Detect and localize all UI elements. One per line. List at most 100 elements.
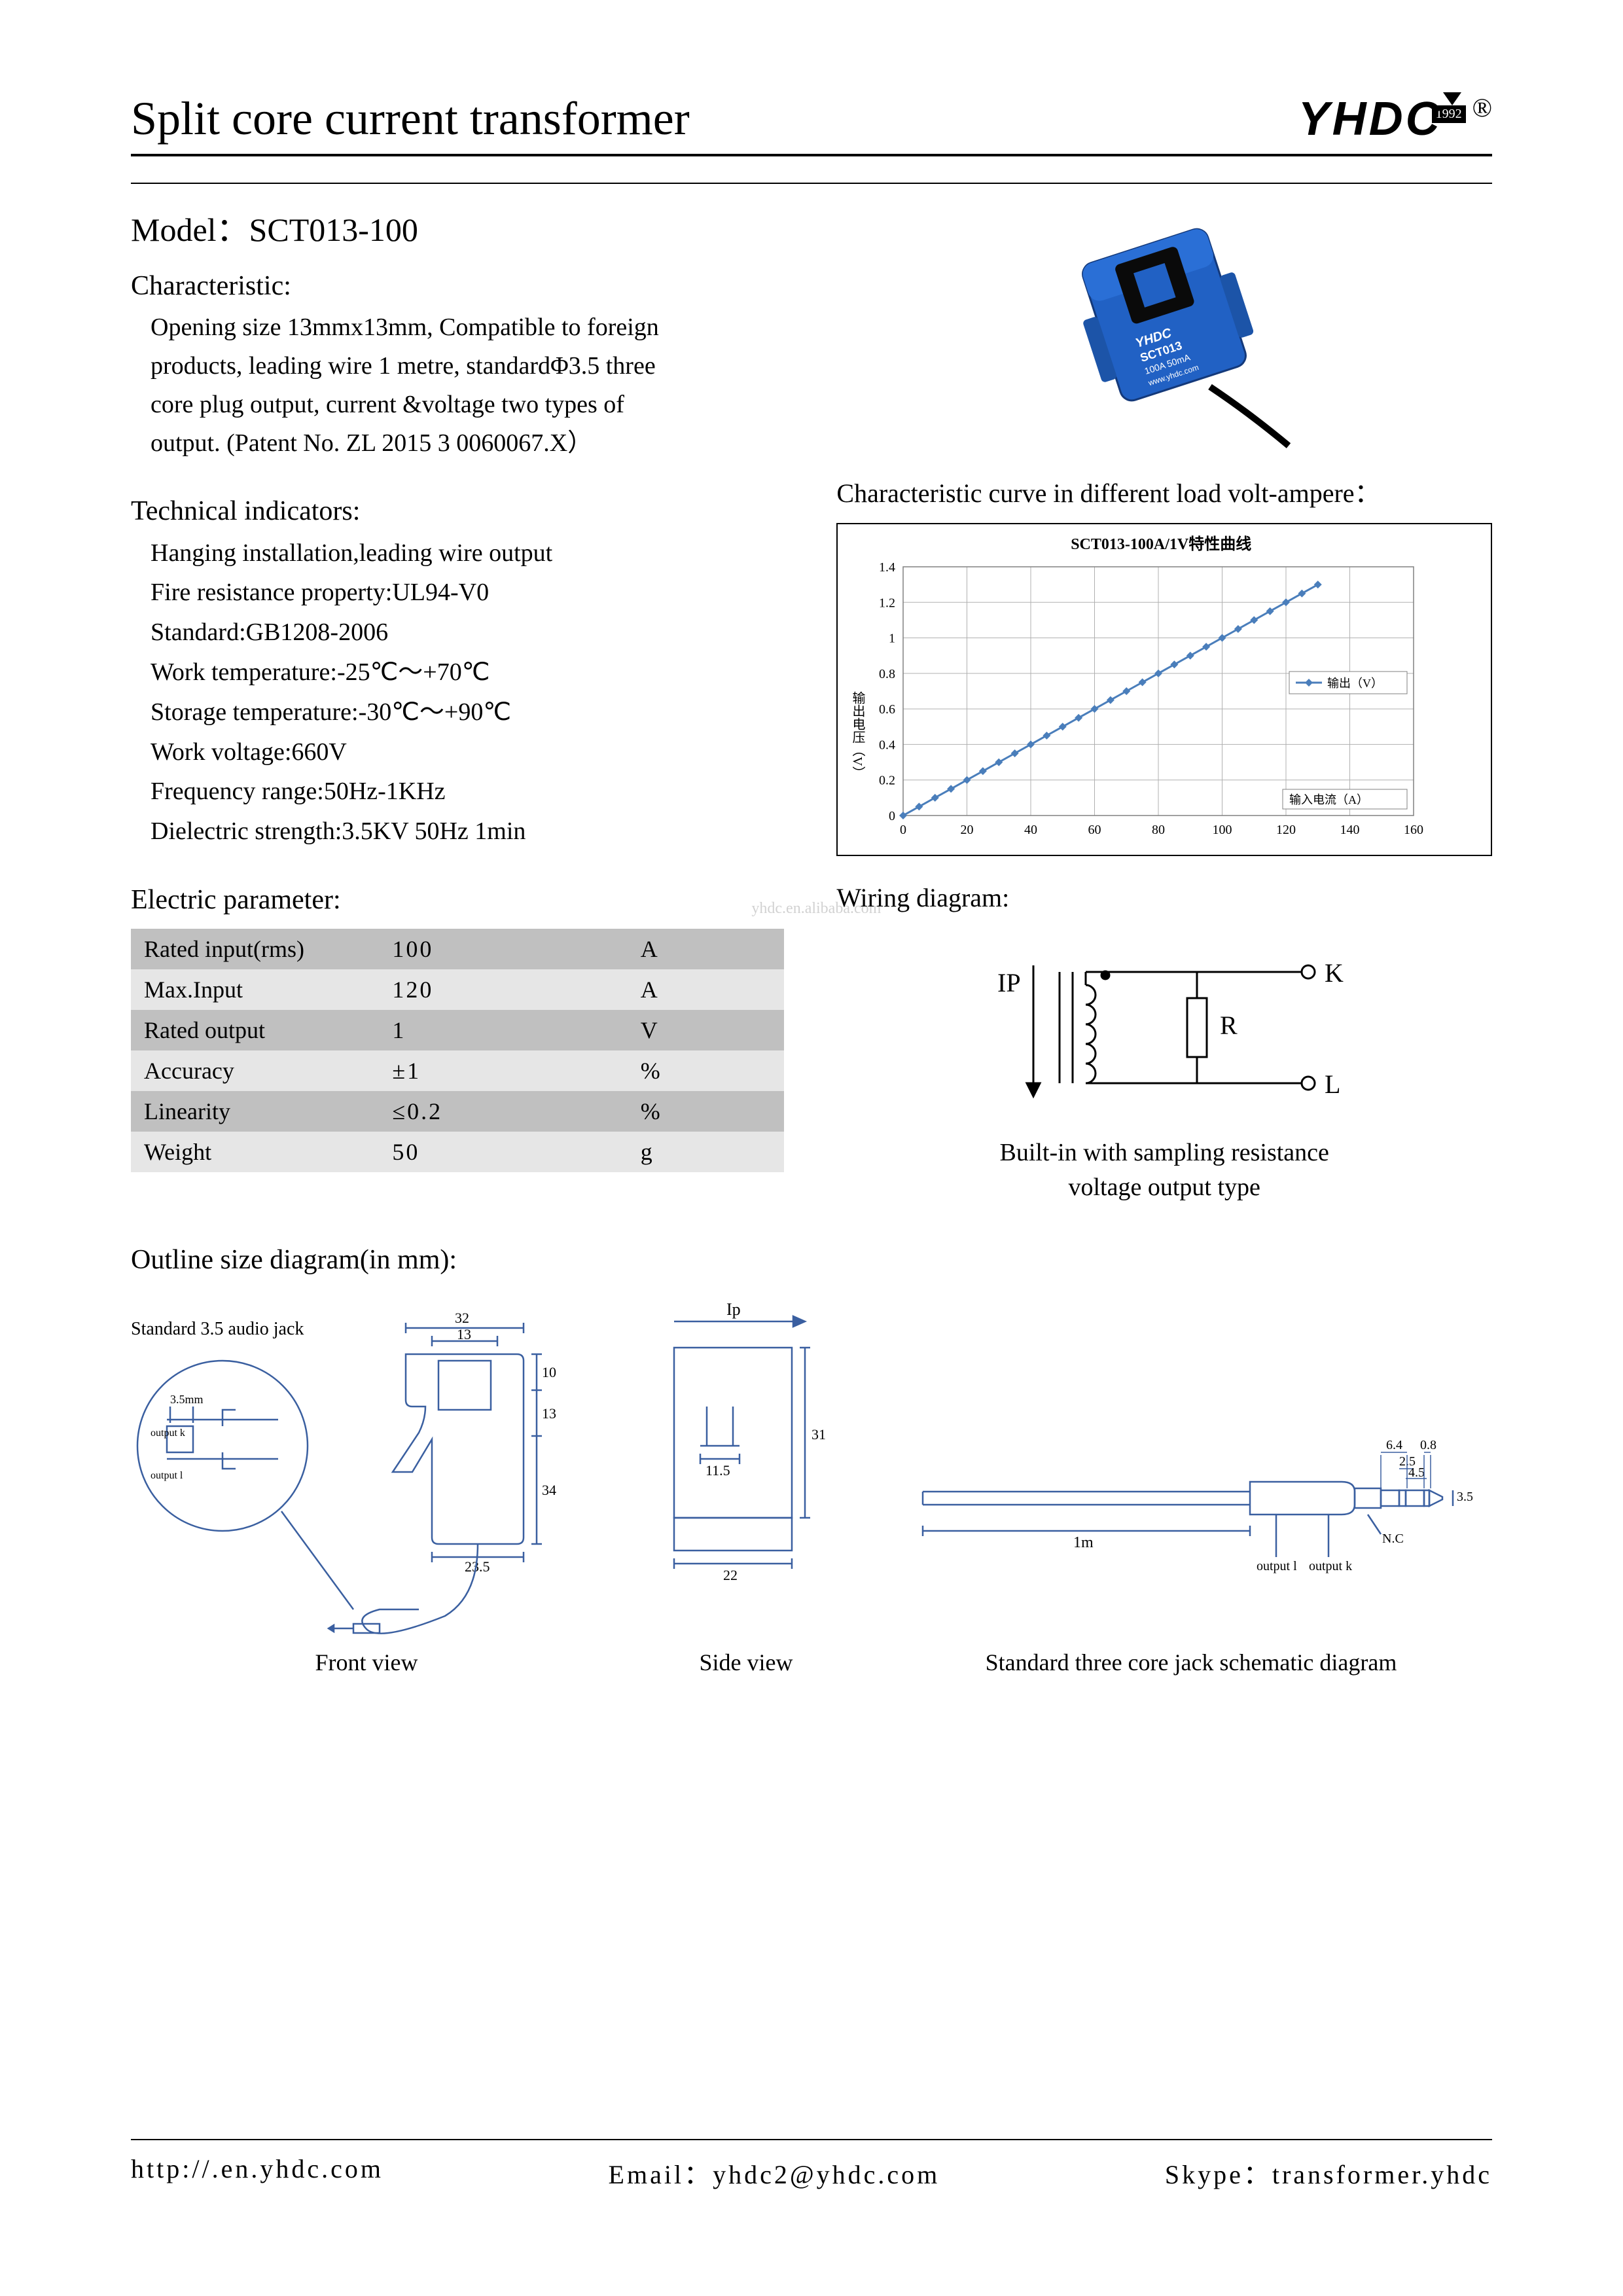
svg-text:输入电流（A）: 输入电流（A） <box>1289 793 1368 806</box>
front-view-block: Standard 3.5 audio jack 3.5mm output k o… <box>131 1295 602 1676</box>
svg-text:1.4: 1.4 <box>879 560 895 575</box>
svg-text:140: 140 <box>1340 823 1360 837</box>
technical-title: Technical indicators: <box>131 495 784 527</box>
svg-text:13: 13 <box>457 1326 471 1342</box>
wiring-caption-l1: Built-in with sampling resistance <box>999 1139 1329 1166</box>
svg-text:输出（V）: 输出（V） <box>1327 677 1383 690</box>
svg-text:11.5: 11.5 <box>705 1462 730 1479</box>
model-line: Model：SCT013-100 <box>131 204 784 251</box>
svg-text:output l: output l <box>1257 1559 1297 1573</box>
param-row: Max.Input120A <box>131 969 784 1010</box>
svg-text:60: 60 <box>1088 823 1101 837</box>
logo: YHDC 1992 ® <box>1298 92 1492 146</box>
svg-text:10: 10 <box>542 1364 556 1380</box>
svg-text:22: 22 <box>723 1567 738 1583</box>
characteristic-curve-chart: SCT013-100A/1V特性曲线 0 20 40 60 80 100 120 140 160… <box>836 523 1492 856</box>
technical-line: Frequency range:50Hz-1KHz <box>151 772 784 812</box>
front-view-label: Front view <box>315 1649 418 1676</box>
svg-text:K: K <box>1325 958 1344 988</box>
model-label: Model： <box>131 211 249 248</box>
svg-text:1m: 1m <box>1073 1534 1094 1551</box>
svg-text:output l: output l <box>151 1470 183 1481</box>
svg-text:80: 80 <box>1152 823 1165 837</box>
svg-text:100: 100 <box>1213 823 1232 837</box>
svg-text:4.5: 4.5 <box>1408 1465 1425 1480</box>
wiring-caption: Built-in with sampling resistance voltag… <box>836 1136 1492 1205</box>
svg-text:0.4: 0.4 <box>879 738 895 752</box>
svg-text:31: 31 <box>812 1426 826 1443</box>
characteristic-title: Characteristic: <box>131 270 784 302</box>
svg-text:20: 20 <box>961 823 974 837</box>
svg-text:1: 1 <box>889 632 895 646</box>
technical-line: Dielectric strength:3.5KV 50Hz 1min <box>151 812 784 852</box>
technical-line: Standard:GB1208-2006 <box>151 613 784 653</box>
jack-schematic-label: Standard three core jack schematic diagr… <box>986 1649 1397 1676</box>
svg-text:160: 160 <box>1404 823 1423 837</box>
param-row: Rated output1V <box>131 1010 784 1050</box>
svg-text:output k: output k <box>1309 1559 1352 1573</box>
logo-text: YHDC <box>1298 92 1442 146</box>
svg-text:0: 0 <box>889 809 895 823</box>
param-row: Rated input(rms)100A <box>131 929 784 969</box>
registered-mark: ® <box>1472 92 1492 123</box>
outline-title: Outline size diagram(in mm): <box>131 1244 1492 1276</box>
electric-param-table: Rated input(rms)100AMax.Input120ARated o… <box>131 929 784 1172</box>
svg-text:34: 34 <box>542 1482 556 1498</box>
svg-text:3.5mm: 3.5mm <box>170 1393 204 1406</box>
svg-text:1.2: 1.2 <box>879 596 895 610</box>
side-view-label: Side view <box>700 1649 793 1676</box>
wiring-svg: IP K L <box>935 926 1393 1122</box>
svg-text:13: 13 <box>542 1405 556 1422</box>
footer-email: Email：yhdc2@yhdc.com <box>609 2153 940 2191</box>
page-title: Split core current transformer <box>131 92 690 146</box>
param-row: Linearity≤0.2% <box>131 1091 784 1132</box>
svg-text:3.5: 3.5 <box>1457 1490 1472 1504</box>
side-view-svg: Ip 31 11.5 <box>628 1295 864 1636</box>
svg-text:0.2: 0.2 <box>879 774 895 788</box>
footer-skype: Skype：transformer.yhdc <box>1165 2153 1492 2191</box>
footer-url: http://.en.yhdc.com <box>131 2153 383 2191</box>
chart-title: SCT013-100A/1V特性曲线 <box>844 531 1478 554</box>
curve-svg: 0 20 40 60 80 100 120 140 160 0 0.2 0.4 0.6 0.8 1 1.2 1.… <box>844 560 1433 848</box>
technical-line: Fire resistance property:UL94-V0 <box>151 573 784 613</box>
electric-title: Electric parameter: <box>131 884 784 916</box>
jack-schematic-svg: 6.4 0.8 2.5 4.5 3.5 1m N.C <box>910 1295 1472 1636</box>
svg-text:40: 40 <box>1024 823 1037 837</box>
svg-text:输出电压（V）: 输出电压（V） <box>850 691 865 780</box>
product-photo: YHDC SCT013 100A 50mA www.yhdc.com <box>1027 204 1302 452</box>
watermark: yhdc.en.alibaba.com <box>751 900 881 918</box>
technical-line: Work voltage:660V <box>151 732 784 772</box>
technical-line: Storage temperature:-30℃～+90℃ <box>151 692 784 732</box>
technical-line: Work temperature:-25℃～+70℃ <box>151 653 784 692</box>
svg-text:Ip: Ip <box>726 1300 741 1319</box>
svg-text:0.8: 0.8 <box>1420 1438 1436 1452</box>
jack-label: Standard 3.5 audio jack <box>131 1319 304 1339</box>
outline-section: Outline size diagram(in mm): Standard 3.… <box>131 1244 1492 1676</box>
param-row: Accuracy±1% <box>131 1050 784 1091</box>
svg-text:R: R <box>1220 1011 1238 1040</box>
wiring-caption-l2: voltage output type <box>1069 1174 1260 1201</box>
svg-text:32: 32 <box>455 1310 469 1326</box>
svg-text:6.4: 6.4 <box>1386 1438 1402 1452</box>
right-column: YHDC SCT013 100A 50mA www.yhdc.com Chara… <box>836 204 1492 1205</box>
front-view-svg: Standard 3.5 audio jack 3.5mm output k o… <box>131 1295 602 1636</box>
footer: http://.en.yhdc.com Email：yhdc2@yhdc.com… <box>131 2139 1492 2191</box>
wiring-title: Wiring diagram: <box>836 882 1492 913</box>
jack-schematic-block: 6.4 0.8 2.5 4.5 3.5 1m N.C <box>890 1295 1492 1676</box>
svg-text:N.C: N.C <box>1382 1532 1404 1546</box>
characteristic-text: Opening size 13mmx13mm, Compatible to fo… <box>131 308 668 463</box>
param-row: Weight50g <box>131 1132 784 1172</box>
page-header: Split core current transformer YHDC 1992… <box>131 92 1492 156</box>
svg-text:0: 0 <box>900 823 906 837</box>
content: Model：SCT013-100 Characteristic: Opening… <box>131 183 1492 1676</box>
svg-text:120: 120 <box>1276 823 1296 837</box>
svg-text:0.6: 0.6 <box>879 702 895 717</box>
svg-text:0.8: 0.8 <box>879 667 895 681</box>
technical-list: Hanging installation,leading wire output… <box>131 533 784 852</box>
svg-text:output k: output k <box>151 1427 185 1439</box>
technical-line: Hanging installation,leading wire output <box>151 533 784 573</box>
curve-section-title: Characteristic curve in different load v… <box>836 472 1492 510</box>
side-view-block: Ip 31 11.5 <box>628 1295 864 1676</box>
model-value: SCT013-100 <box>249 211 418 248</box>
left-column: Model：SCT013-100 Characteristic: Opening… <box>131 204 784 1205</box>
